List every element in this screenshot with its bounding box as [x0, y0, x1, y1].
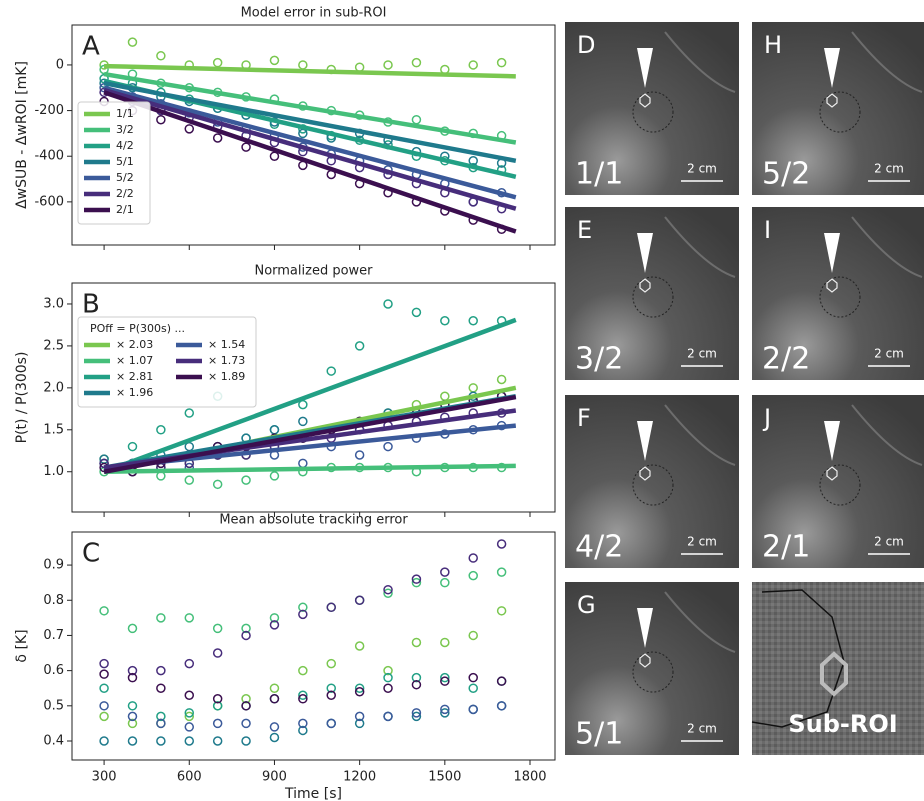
panel-letter: F — [577, 404, 591, 432]
scale-label: 2 cm — [687, 162, 717, 176]
scale-label: 2 cm — [687, 347, 717, 361]
chart-title: Mean absolute tracking error — [219, 513, 408, 528]
panel-letter: J — [762, 404, 771, 432]
y-tick-label: 2.5 — [43, 338, 64, 353]
y-axis-label: δ [K] — [14, 629, 30, 662]
y-axis-label: ΔwSUB - ΔwROI [mK] — [14, 61, 30, 209]
y-tick-label: 0.7 — [43, 628, 64, 643]
x-axis-label: Time [s] — [284, 786, 342, 801]
y-tick-label: 0.8 — [43, 593, 64, 608]
y-tick-label: 0.9 — [43, 558, 64, 573]
chart-title: Model error in sub-ROI — [241, 6, 387, 21]
panel-letter: C — [82, 539, 100, 569]
panel-label: 2/2 — [762, 342, 810, 377]
legend-label: × 2.81 — [116, 370, 153, 383]
legend-label: × 1.07 — [116, 354, 153, 367]
legend-label: × 1.54 — [208, 338, 245, 351]
y-tick-label: -600 — [34, 194, 64, 209]
panel-letter: I — [764, 216, 771, 244]
panel-letter: A — [82, 32, 100, 62]
panel-label: 3/2 — [575, 342, 623, 377]
legend-label: 4/2 — [116, 139, 134, 152]
panel-letter: H — [764, 31, 782, 59]
x-tick-label: 1500 — [428, 770, 461, 785]
scale-label: 2 cm — [687, 535, 717, 549]
legend-label: 5/2 — [116, 171, 134, 184]
y-tick-label: 1.5 — [43, 422, 64, 437]
y-tick-label: 0.5 — [43, 698, 64, 713]
y-tick-label: 3.0 — [43, 296, 64, 311]
x-tick-label: 900 — [262, 770, 287, 785]
x-tick-label: 600 — [177, 770, 202, 785]
y-tick-label: 2.0 — [43, 380, 64, 395]
legend-label: 1/1 — [116, 107, 134, 120]
y-tick-label: 0.6 — [43, 663, 64, 678]
panel-letter: D — [577, 31, 595, 59]
plot-frame — [72, 532, 555, 760]
panel-letter: B — [82, 290, 100, 320]
panel-letter: G — [577, 591, 596, 619]
y-tick-label: 0 — [56, 57, 64, 72]
panel-letter: E — [577, 216, 592, 244]
y-tick-label: 1.0 — [43, 464, 64, 479]
y-tick-label: -400 — [34, 149, 64, 164]
legend-label: × 1.89 — [208, 370, 245, 383]
legend-label: 2/1 — [116, 203, 134, 216]
panel-label: 5/1 — [575, 717, 623, 752]
panel-label: 5/2 — [762, 157, 810, 192]
scale-label: 2 cm — [874, 347, 904, 361]
x-tick-label: 300 — [92, 770, 117, 785]
legend-label: 5/1 — [116, 155, 134, 168]
scale-label: 2 cm — [687, 722, 717, 736]
legend-label: 3/2 — [116, 123, 134, 136]
x-tick-label: 1800 — [513, 770, 546, 785]
y-axis-label: P(t) / P(300s) — [14, 352, 30, 444]
y-tick-label: -200 — [34, 103, 64, 118]
legend-title: POff = P(300s) ... — [90, 322, 185, 335]
legend-label: × 1.96 — [116, 386, 153, 399]
panel-label: 2/1 — [762, 530, 810, 565]
scale-label: 2 cm — [874, 162, 904, 176]
panel-label: 1/1 — [575, 157, 623, 192]
x-tick-label: 1200 — [343, 770, 376, 785]
legend-label: × 2.03 — [116, 338, 153, 351]
legend-label: 2/2 — [116, 187, 134, 200]
scale-label: 2 cm — [874, 535, 904, 549]
panel-label: 4/2 — [575, 530, 623, 565]
figure: Model error in sub-ROI A ΔwSUB - ΔwROI [mK… — [0, 0, 924, 801]
y-tick-label: 0.4 — [43, 734, 64, 749]
legend-label: × 1.73 — [208, 354, 245, 367]
chart-title: Normalized power — [254, 264, 373, 279]
sub-roi-label: Sub-ROI — [788, 710, 897, 738]
